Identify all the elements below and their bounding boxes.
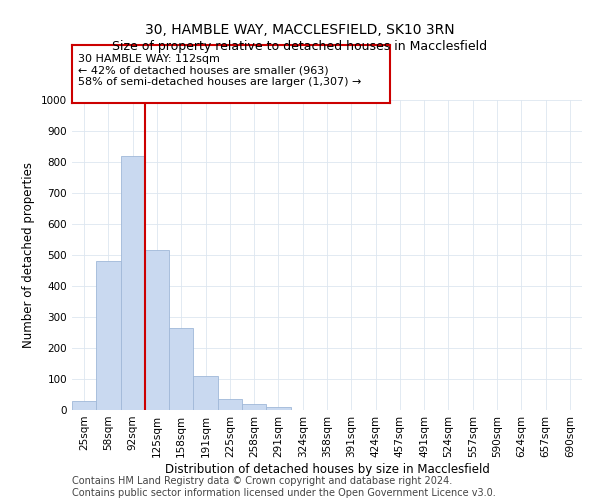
Bar — [145, 250, 169, 410]
Bar — [121, 156, 145, 410]
Bar — [193, 376, 218, 410]
Text: 30 HAMBLE WAY: 112sqm
← 42% of detached houses are smaller (963)
58% of semi-det: 30 HAMBLE WAY: 112sqm ← 42% of detached … — [79, 54, 362, 87]
Bar — [218, 399, 242, 410]
Bar — [96, 261, 121, 410]
Bar — [72, 400, 96, 410]
Text: Size of property relative to detached houses in Macclesfield: Size of property relative to detached ho… — [112, 40, 488, 53]
Bar — [242, 404, 266, 410]
Text: 30, HAMBLE WAY, MACCLESFIELD, SK10 3RN: 30, HAMBLE WAY, MACCLESFIELD, SK10 3RN — [145, 22, 455, 36]
Bar — [169, 328, 193, 410]
Bar — [266, 407, 290, 410]
Y-axis label: Number of detached properties: Number of detached properties — [22, 162, 35, 348]
X-axis label: Distribution of detached houses by size in Macclesfield: Distribution of detached houses by size … — [164, 462, 490, 475]
Text: Contains HM Land Registry data © Crown copyright and database right 2024.
Contai: Contains HM Land Registry data © Crown c… — [72, 476, 496, 498]
